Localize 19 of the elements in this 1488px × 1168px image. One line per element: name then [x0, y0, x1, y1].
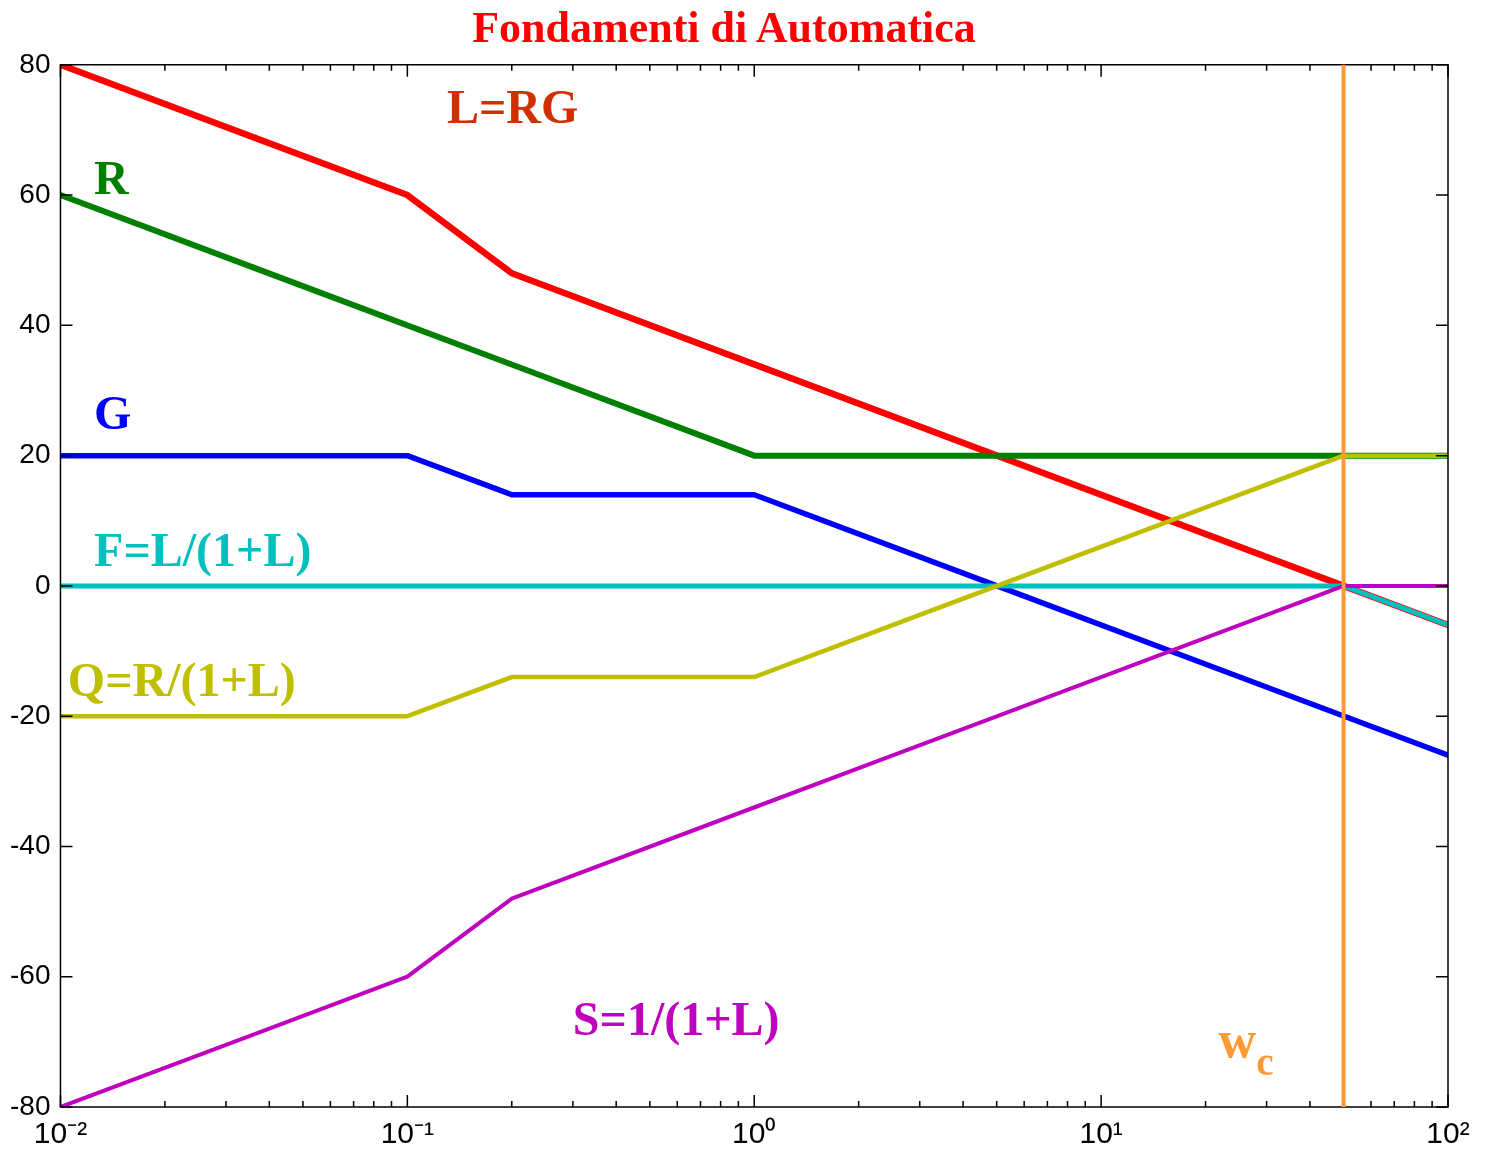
- y-tick-label: -40: [10, 829, 51, 861]
- x-tick-label: 10¹: [1079, 1116, 1123, 1150]
- series-label: R: [94, 151, 131, 205]
- series-label: F=L/(1+L): [94, 522, 312, 577]
- series-label: L=RG: [446, 79, 579, 133]
- x-tick-label: 10²: [1426, 1116, 1470, 1150]
- y-tick-label: 80: [19, 47, 51, 79]
- text: S=1/(1+L): [572, 991, 780, 1046]
- y-tick-label: 40: [19, 308, 51, 340]
- x-tick-label: 10⁻¹: [380, 1116, 435, 1150]
- x-tick-label: 10⁰: [732, 1116, 777, 1150]
- y-tick-label: -60: [10, 959, 51, 991]
- series-label: G: [94, 385, 132, 439]
- y-tick-label: 60: [19, 177, 51, 209]
- y-tick-label: 20: [19, 438, 51, 470]
- y-tick-label: -20: [10, 698, 51, 730]
- series-label: Q=R/(1+L): [67, 653, 296, 708]
- chart-title: Fondamenti di Automatica: [472, 2, 976, 52]
- y-tick-label: 0: [34, 568, 51, 600]
